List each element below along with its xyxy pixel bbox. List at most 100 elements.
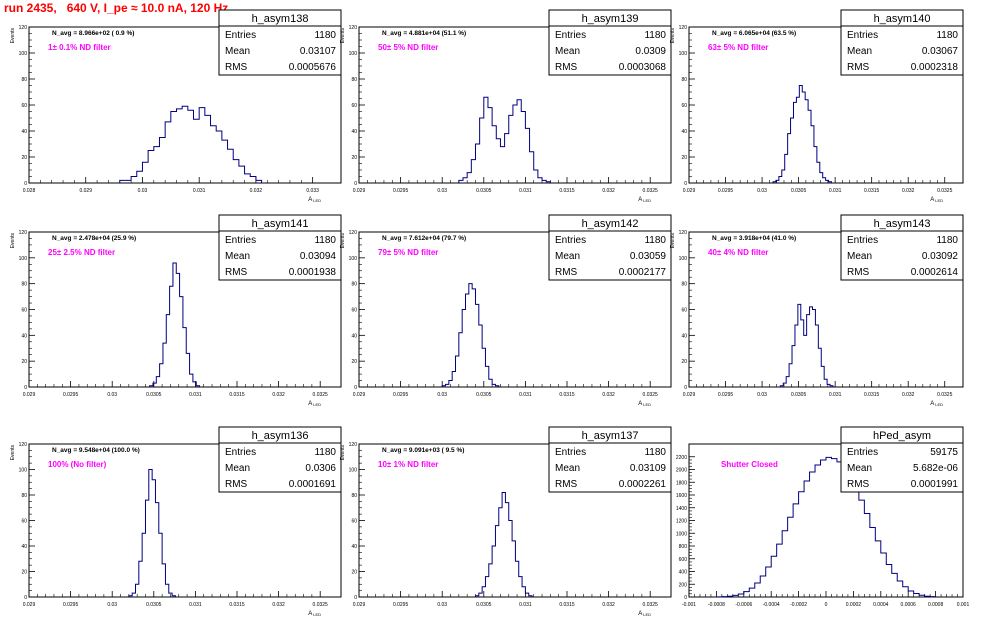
y-tick-label: 0 [354, 595, 357, 601]
y-tick-label: 80 [21, 493, 27, 499]
x-tick-label: 0.029 [353, 602, 366, 608]
x-tick-label: 0.001 [957, 602, 970, 608]
x-tick-label: 0.029 [23, 602, 36, 608]
y-tick-label: 120 [349, 25, 358, 31]
stats-label-rms: RMS [225, 479, 248, 490]
x-tick-label: 0.032 [902, 188, 915, 194]
x-tick-label: 0.0305 [476, 602, 492, 608]
y-tick-label: 120 [349, 230, 358, 236]
histogram-panel-h_asym138: 0 20 40 60 80 100 120 0.028 0.029 0.03 0.031 0.032 0… [10, 9, 342, 203]
y-tick-label: 100 [19, 468, 28, 474]
y-tick-label: 40 [681, 129, 687, 135]
x-tick-label: 0.0305 [476, 188, 492, 194]
x-tick-label: 0.0315 [559, 188, 575, 194]
y-tick-label: 1800 [676, 480, 687, 486]
y-tick-label: 40 [21, 129, 27, 135]
y-tick-label: 20 [681, 359, 687, 365]
x-tick-label: 0.0002 [846, 602, 862, 608]
stats-label-entries: Entries [225, 30, 256, 41]
stats-box [548, 426, 672, 493]
x-tick-label: 0.0325 [313, 392, 329, 398]
histogram-name: h_asym143 [874, 218, 931, 230]
histogram-series [119, 105, 263, 183]
y-tick-label: 40 [21, 544, 27, 550]
stats-label-mean: Mean [847, 251, 872, 262]
y-tick-label: 200 [679, 582, 688, 588]
y-tick-label: 0 [684, 595, 687, 601]
filter-annotation: 100% (No filter) [48, 460, 107, 469]
stats-label-mean: Mean [847, 463, 872, 474]
x-tick-label: 0.032 [602, 392, 615, 398]
histogram-panel-hPed_asym: 0 200 400 600 800 1000 1200 1400 1600 1800 2000 220… [676, 426, 970, 608]
histogram-series [474, 491, 533, 597]
stats-value-rms: 0.0001991 [911, 479, 959, 490]
x-axis-title-main: A [930, 197, 934, 203]
x-tick-label: 0.031 [189, 602, 202, 608]
average-label: N_avg = 9.091e+03 ( 9.5 %) [382, 447, 464, 454]
x-axis-title: ALED [308, 611, 321, 617]
x-axis-title-sub: LED [643, 198, 651, 203]
x-tick-label: 0.032 [250, 188, 263, 194]
average-label: N_avg = 8.966e+02 ( 0.9 %) [52, 30, 134, 37]
x-tick-label: 0.032 [902, 392, 915, 398]
stats-value-rms: 0.0003068 [619, 62, 667, 73]
stats-value-mean: 0.03094 [300, 251, 337, 262]
filter-annotation: 10± 1% ND filter [378, 460, 438, 469]
x-axis-title-main: A [638, 611, 642, 617]
y-tick-label: 100 [679, 51, 688, 57]
stats-label-entries: Entries [847, 30, 878, 41]
stats-label-mean: Mean [555, 46, 580, 57]
filter-annotation: 63± 5% ND filter [708, 43, 768, 52]
stats-label-rms: RMS [225, 267, 248, 278]
y-tick-label: 20 [21, 359, 27, 365]
y-axis-title: Events [340, 233, 346, 249]
x-axis-title-sub: LED [643, 402, 651, 407]
y-tick-label: 100 [19, 51, 28, 57]
y-tick-label: 1400 [676, 506, 687, 512]
y-tick-label: 0 [354, 385, 357, 391]
y-axis-title: Events [340, 445, 346, 461]
stats-value-mean: 0.03059 [630, 251, 667, 262]
x-axis-title: ALED [638, 197, 651, 203]
y-tick-label: 20 [21, 155, 27, 161]
histogram-name: hPed_asym [873, 430, 931, 442]
x-axis-title-main: A [638, 197, 642, 203]
y-axis-title: Events [10, 445, 16, 461]
stats-box [840, 426, 964, 493]
y-axis-title: Events [670, 28, 676, 44]
x-tick-label: 0.0295 [718, 392, 734, 398]
x-tick-label: -0.0008 [708, 602, 725, 608]
x-tick-label: 0.03 [437, 392, 447, 398]
x-tick-label: 0.029 [353, 188, 366, 194]
x-tick-label: 0.0295 [718, 188, 734, 194]
average-label: N_avg = 9.548e+04 (100.0 %) [52, 447, 140, 454]
y-tick-label: 60 [351, 308, 357, 314]
stats-value-mean: 0.03092 [922, 251, 959, 262]
stats-label-entries: Entries [555, 447, 586, 458]
y-tick-label: 60 [351, 103, 357, 109]
stats-value-entries: 1180 [936, 235, 958, 246]
filter-annotation: 40± 4% ND filter [708, 248, 768, 257]
x-axis-title-main: A [308, 611, 312, 617]
y-tick-label: 120 [349, 442, 358, 448]
x-axis-title-main: A [308, 401, 312, 407]
average-label: N_avg = 3.918e+04 (41.0 %) [712, 235, 796, 242]
x-tick-label: 0.032 [272, 392, 285, 398]
x-tick-label: 0.0295 [393, 188, 409, 194]
y-tick-label: 60 [681, 103, 687, 109]
x-axis-title-sub: LED [313, 402, 321, 407]
x-axis-title: ALED [638, 401, 651, 407]
y-tick-label: 60 [681, 308, 687, 314]
stats-value-entries: 59175 [930, 447, 958, 458]
average-label: N_avg = 6.065e+04 (63.5 %) [712, 30, 796, 37]
x-tick-label: 0.0305 [476, 392, 492, 398]
stats-value-mean: 5.682e-06 [913, 463, 958, 474]
stats-label-rms: RMS [555, 62, 578, 73]
x-tick-label: 0.0305 [146, 392, 162, 398]
stats-value-rms: 0.0001691 [289, 479, 337, 490]
stats-label-entries: Entries [555, 30, 586, 41]
average-label: N_avg = 7.612e+04 (79.7 %) [382, 235, 466, 242]
x-tick-label: 0.029 [23, 392, 36, 398]
stats-label-mean: Mean [225, 251, 250, 262]
